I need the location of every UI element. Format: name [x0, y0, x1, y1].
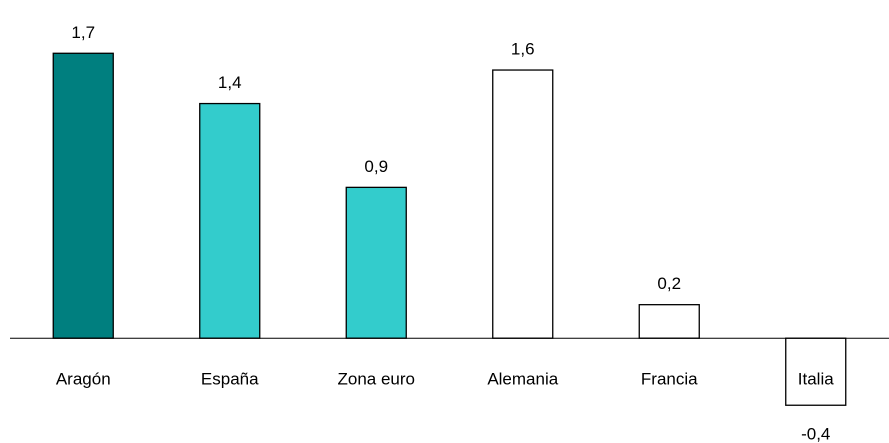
x-tick-label: España — [201, 369, 259, 388]
data-label: -0,4 — [801, 425, 830, 443]
x-tick-label: Alemania — [487, 369, 558, 388]
bar — [492, 69, 554, 339]
data-label: 1,7 — [71, 23, 95, 42]
x-tick-label: Zona euro — [338, 369, 416, 388]
x-tick-label: Francia — [641, 369, 698, 388]
bar — [199, 102, 261, 339]
data-label: 0,9 — [364, 157, 388, 176]
bar — [345, 186, 407, 339]
bar — [785, 337, 847, 406]
x-tick-label: Italia — [798, 369, 834, 388]
bar — [638, 304, 700, 339]
data-label: 0,2 — [657, 274, 681, 293]
data-label: 1,4 — [218, 73, 242, 92]
bar — [52, 52, 114, 339]
data-label: 1,6 — [511, 40, 535, 59]
x-tick-label: Aragón — [56, 369, 111, 388]
